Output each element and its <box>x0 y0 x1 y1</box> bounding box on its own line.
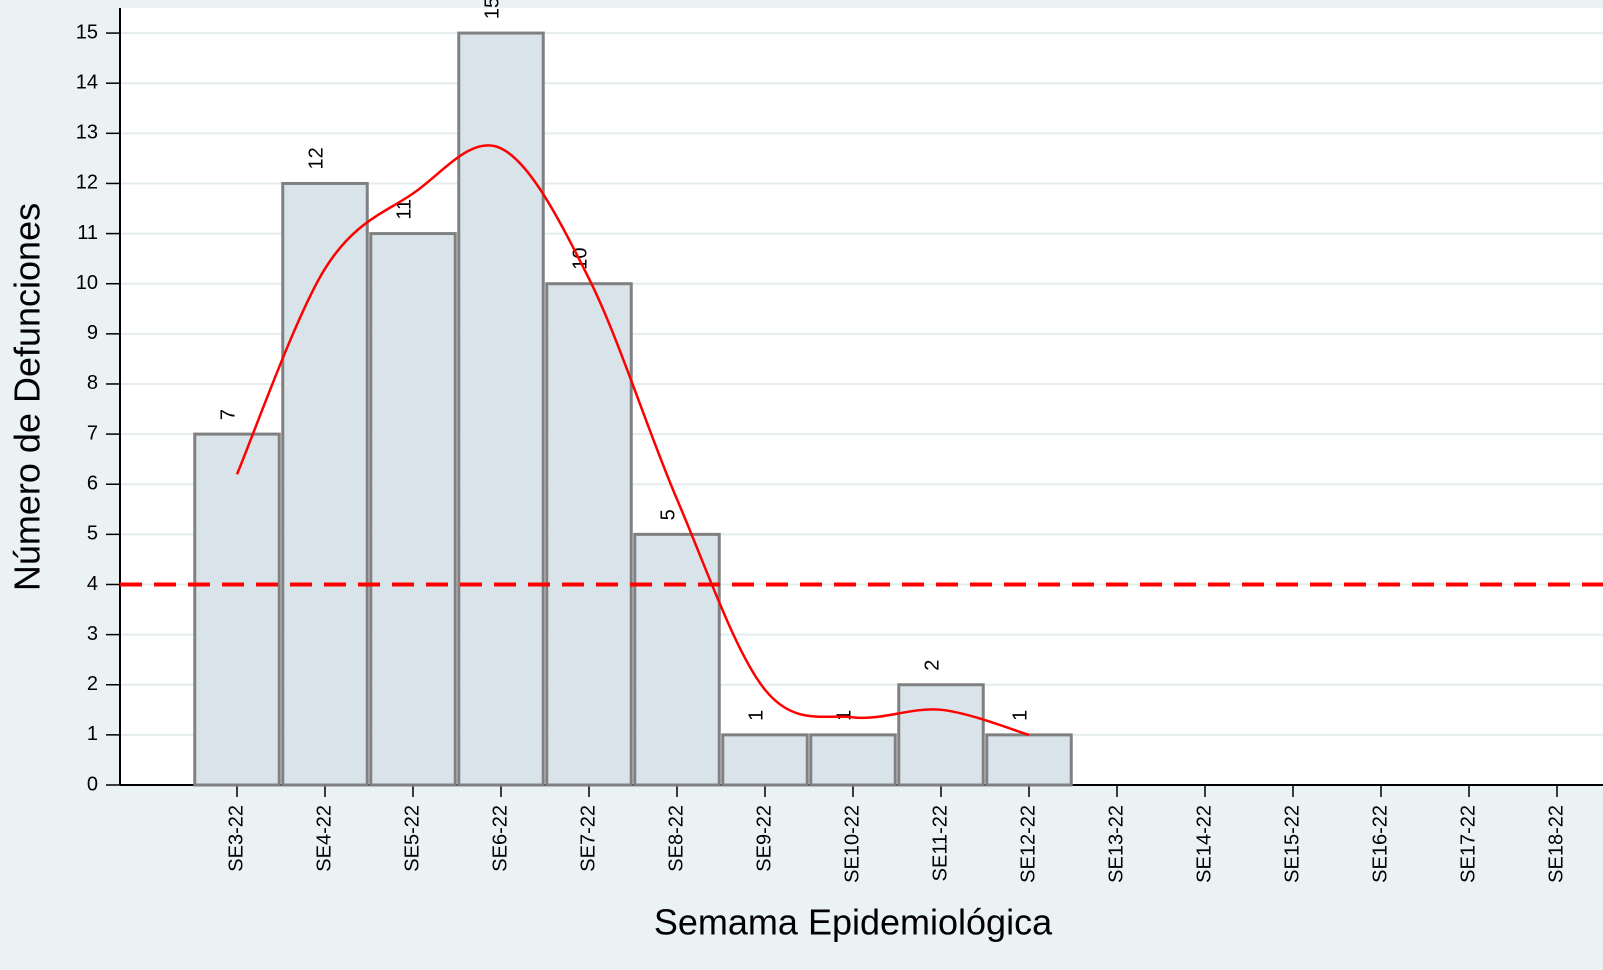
x-tick-label: SE8-22 <box>665 805 687 872</box>
data-label: 15 <box>481 0 503 19</box>
bar <box>985 733 1073 787</box>
y-tick-label: 7 <box>87 422 98 444</box>
bar <box>281 181 369 787</box>
x-tick-label: SE4-22 <box>313 805 335 872</box>
data-label: 11 <box>393 199 415 220</box>
bar <box>897 683 985 787</box>
x-axis-title: Semama Epidemiológica <box>654 902 1053 943</box>
x-tick-label: SE6-22 <box>489 805 511 872</box>
y-tick-label: 0 <box>87 773 98 795</box>
y-tick-label: 1 <box>87 723 98 745</box>
bar <box>721 733 809 787</box>
data-label: 5 <box>657 509 679 520</box>
data-label: 1 <box>745 710 767 721</box>
x-tick-label: SE5-22 <box>401 805 423 872</box>
data-label: 10 <box>569 247 591 269</box>
y-tick-label: 4 <box>87 573 98 595</box>
bar <box>369 232 457 787</box>
y-tick-label: 5 <box>87 523 98 545</box>
trend-line <box>235 144 1030 737</box>
x-tick-label: SE16-22 <box>1369 805 1391 883</box>
x-tick-label: SE9-22 <box>753 805 775 872</box>
x-tick-label: SE15-22 <box>1281 805 1303 883</box>
x-tick-label: SE17-22 <box>1457 805 1479 883</box>
x-tick-label: SE11-22 <box>929 805 951 881</box>
bar <box>193 432 281 787</box>
y-axis-title: Número de Defunciones <box>7 203 48 591</box>
y-tick-label: 9 <box>87 322 98 344</box>
y-tick-label: 12 <box>76 172 98 194</box>
x-tick-label: SE18-22 <box>1545 805 1567 883</box>
bar <box>809 733 897 787</box>
y-tick-label: 15 <box>76 21 98 43</box>
x-tick-label: SE12-22 <box>1017 805 1039 883</box>
x-tick-label: SE3-22 <box>225 805 247 872</box>
y-tick-label: 6 <box>87 473 98 495</box>
bar <box>545 282 633 787</box>
data-label: 1 <box>1009 710 1031 721</box>
y-tick-label: 3 <box>87 623 98 645</box>
x-tick-label: SE14-22 <box>1193 805 1215 883</box>
y-tick-label: 10 <box>76 272 98 294</box>
x-tick-label: SE7-22 <box>577 805 599 872</box>
y-tick-label: 8 <box>87 372 98 394</box>
data-label: 7 <box>217 409 239 420</box>
x-tick-label: SE13-22 <box>1105 805 1127 883</box>
y-tick-label: 2 <box>87 673 98 695</box>
data-label: 12 <box>305 147 327 169</box>
data-label: 2 <box>921 660 943 671</box>
y-tick-label: 13 <box>76 122 98 144</box>
x-tick-label: SE10-22 <box>841 805 863 883</box>
data-label: 1 <box>833 710 855 721</box>
y-tick-label: 14 <box>76 71 98 93</box>
bar <box>457 31 545 787</box>
y-tick-label: 11 <box>77 222 98 244</box>
bar <box>633 532 721 787</box>
